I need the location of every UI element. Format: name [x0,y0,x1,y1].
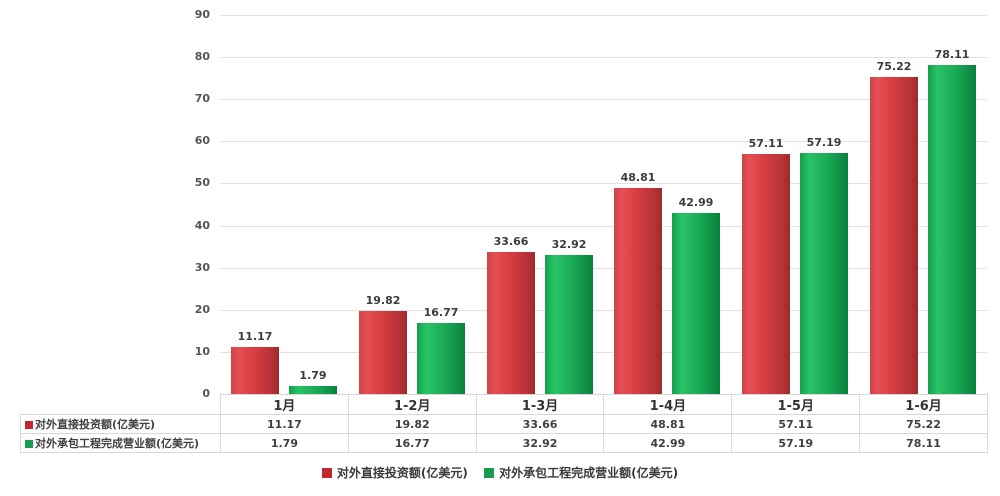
legend-item-series1: 对外直接投资额(亿美元) [321,464,468,481]
y-axis-tick-label-10: 10 [194,345,210,358]
table-row-series1: 对外直接投资额(亿美元) 11.17 19.82 33.66 48.81 57.11 75.… [20,414,988,434]
gridline-y70 [220,99,987,100]
table-cell-series2-1月: 1.79 [220,433,349,453]
y-axis-tick-label-70: 70 [194,92,210,105]
y-axis-tick-label-0: 0 [202,387,210,400]
table-header-1月: 1月 [220,394,349,415]
table-cell-series1-1-3月: 33.66 [475,414,605,434]
value-label-series2-1-2月: 16.77 [423,306,459,319]
bar-series2-1-3月 [545,255,593,394]
value-label-series2-1-4月: 42.99 [678,196,714,209]
gridline-y10 [220,352,987,353]
bar-series1-1-4月 [614,188,662,394]
value-label-series1-1-4月: 48.81 [620,171,656,184]
bar-series2-1-4月 [672,213,720,394]
red-series-swatch-icon [25,421,33,429]
gridline-y40 [220,226,987,227]
table-cell-series1-1-5月: 57.11 [731,414,861,434]
table-header-1-6月: 1-6月 [859,394,988,415]
table-header-1-2月: 1-2月 [347,394,477,415]
table-cell-series2-1-5月: 57.19 [731,433,861,453]
gridline-y60 [220,141,987,142]
table-header-1-3月: 1-3月 [475,394,605,415]
table-row-label-series1: 对外直接投资额(亿美元) [20,414,221,434]
y-axis-tick-label-50: 50 [194,176,210,189]
y-axis-tick-label-30: 30 [194,261,210,274]
value-label-series2-1-5月: 57.19 [806,136,842,149]
bar-series1-1-5月 [742,154,790,394]
table-cell-series1-1-4月: 48.81 [603,414,733,434]
table-cell-series2-1-3月: 32.92 [475,433,605,453]
value-label-series1-1-3月: 33.66 [493,235,529,248]
gridline-y80 [220,57,987,58]
table-cell-series2-1-6月: 78.11 [859,433,988,453]
legend-label-series2: 对外承包工程完成营业额(亿美元) [499,466,679,480]
bar-series1-1-2月 [359,311,407,394]
legend-label-series1: 对外直接投资额(亿美元) [336,466,468,480]
bar-series1-1-6月 [870,77,918,394]
legend-swatch-green-icon [484,468,495,478]
green-series-swatch-icon [25,440,33,448]
legend-swatch-red-icon [321,468,332,478]
data-table: 1月 1-2月 1-3月 1-4月 1-5月 1-6月 对外直接投资额(亿美元) 11.17 1… [20,394,988,453]
table-row-label-series2: 对外承包工程完成营业额(亿美元) [20,433,221,453]
gridline-y20 [220,310,987,311]
table-row-series2: 对外承包工程完成营业额(亿美元) 1.79 16.77 32.92 42.99 57.19… [20,433,988,453]
table-cell-series1-1月: 11.17 [220,414,349,434]
table-cell-series2-1-4月: 42.99 [603,433,733,453]
y-axis-tick-label-90: 90 [194,8,210,21]
value-label-series1-1-6月: 75.22 [876,60,912,73]
chart-legend: 对外直接投资额(亿美元) 对外承包工程完成营业额(亿美元) [0,464,1000,481]
bar-series2-1-6月 [928,65,976,394]
bar-series2-1月 [289,386,337,394]
value-label-series1-1-5月: 57.11 [748,137,784,150]
y-axis-tick-label-20: 20 [194,303,210,316]
gridline-y90 [220,15,987,16]
y-axis-tick-label-80: 80 [194,50,210,63]
value-label-series2-1-3月: 32.92 [551,238,587,251]
gridline-y30 [220,268,987,269]
value-label-series1-1月: 11.17 [237,330,273,343]
table-header-1-4月: 1-4月 [603,394,733,415]
bar-series2-1-5月 [800,153,848,394]
bar-series1-1-3月 [487,252,535,394]
bar-series1-1月 [231,347,279,394]
bar-series2-1-2月 [417,323,465,394]
table-cell-series1-1-6月: 75.22 [859,414,988,434]
table-cell-series1-1-2月: 19.82 [347,414,477,434]
table-corner-blank [20,394,221,415]
value-label-series2-1-6月: 78.11 [934,48,970,61]
gridline-y50 [220,183,987,184]
y-axis-tick-label-40: 40 [194,219,210,232]
y-axis-tick-label-60: 60 [194,134,210,147]
data-table-grid: 1月 1-2月 1-3月 1-4月 1-5月 1-6月 对外直接投资额(亿美元) 11.17 1… [20,394,988,453]
value-label-series2-1月: 1.79 [299,369,327,382]
value-label-series1-1-2月: 19.82 [365,294,401,307]
table-cell-series2-1-2月: 16.77 [347,433,477,453]
table-header-1-5月: 1-5月 [731,394,861,415]
legend-item-series2: 对外承包工程完成营业额(亿美元) [484,464,678,481]
